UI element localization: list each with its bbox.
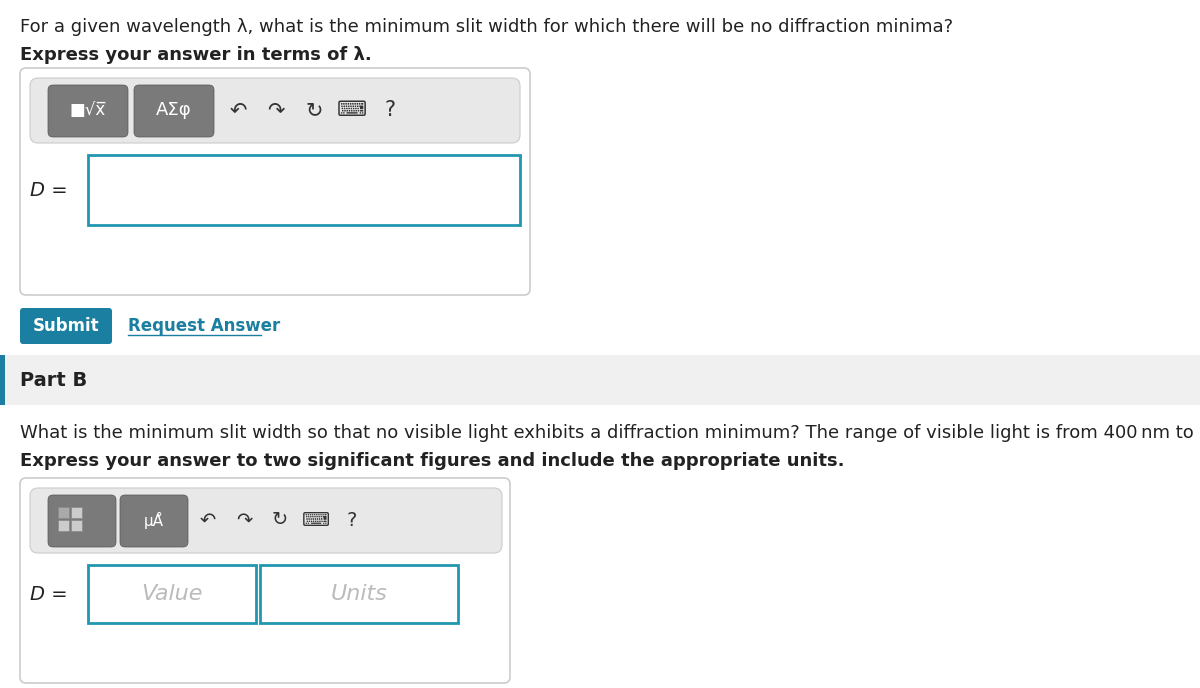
Bar [58, 520, 70, 531]
Text: Value: Value [142, 584, 203, 604]
Text: Submit: Submit [32, 317, 100, 335]
FancyBboxPatch shape [20, 68, 530, 295]
Text: Request Answer: Request Answer [128, 317, 281, 335]
Text: μÅ: μÅ [144, 511, 164, 528]
Text: ΑΣφ: ΑΣφ [156, 101, 192, 119]
Text: ⌨: ⌨ [337, 100, 367, 120]
FancyBboxPatch shape [134, 85, 214, 137]
Bar [71, 507, 82, 518]
FancyBboxPatch shape [30, 78, 520, 143]
Text: D =: D = [30, 180, 67, 200]
Text: Units: Units [330, 584, 388, 604]
Bar [71, 520, 82, 531]
Text: What is the minimum slit width so that no visible light exhibits a diffraction m: What is the minimum slit width so that n… [20, 424, 1200, 442]
Bar [0, 355, 1200, 405]
FancyBboxPatch shape [48, 495, 116, 547]
Text: Express your answer to two significant figures and include the appropriate units: Express your answer to two significant f… [20, 452, 845, 470]
FancyBboxPatch shape [20, 308, 112, 344]
Text: Part B: Part B [20, 371, 88, 389]
Text: ↷: ↷ [268, 100, 284, 120]
Text: ?: ? [347, 510, 358, 530]
FancyBboxPatch shape [30, 488, 502, 553]
Bar [88, 565, 256, 623]
Text: ↻: ↻ [272, 510, 288, 530]
Bar [0, 355, 5, 405]
Text: Express your answer in terms of λ.: Express your answer in terms of λ. [20, 46, 372, 64]
Text: ↻: ↻ [305, 100, 323, 120]
Bar [58, 507, 70, 518]
FancyBboxPatch shape [48, 85, 128, 137]
Bar [88, 155, 520, 225]
Text: D =: D = [30, 585, 67, 603]
Text: ↶: ↶ [200, 510, 216, 530]
FancyBboxPatch shape [20, 478, 510, 683]
Bar [260, 565, 458, 623]
Text: ↶: ↶ [229, 100, 247, 120]
Text: ?: ? [384, 100, 396, 120]
FancyBboxPatch shape [120, 495, 188, 547]
Text: ↷: ↷ [236, 510, 252, 530]
Text: ⌨: ⌨ [302, 510, 330, 530]
Text: For a given wavelength λ, what is the minimum slit width for which there will be: For a given wavelength λ, what is the mi… [20, 18, 953, 36]
Text: ■√x̅: ■√x̅ [70, 101, 106, 119]
